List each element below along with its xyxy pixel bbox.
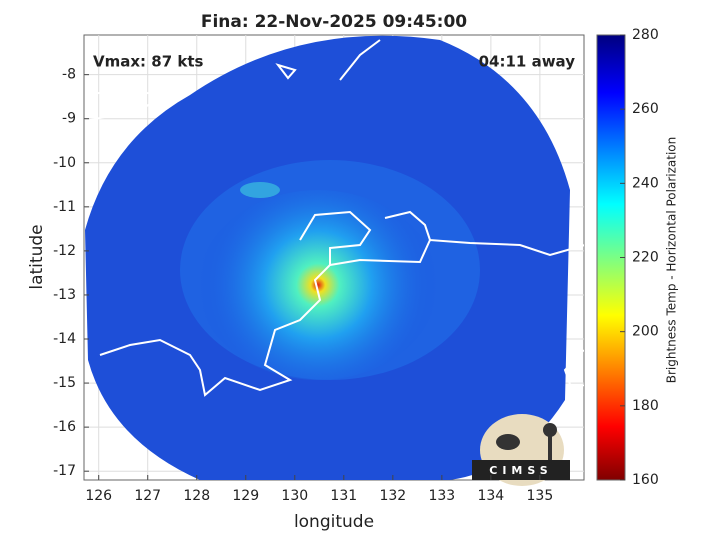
x-tick-label: 127 xyxy=(134,488,161,504)
x-tick-label: 129 xyxy=(232,488,259,504)
x-tick-label: 131 xyxy=(330,488,357,504)
y-tick-label: -11 xyxy=(53,199,76,215)
colorbar-tick-label: 280 xyxy=(632,27,659,43)
colorbar-tick-label: 180 xyxy=(632,398,659,414)
y-tick-label: -9 xyxy=(62,111,76,127)
colorbar-tick-label: 260 xyxy=(632,101,659,117)
y-tick-label: -10 xyxy=(53,155,76,171)
y-axis-label: latitude xyxy=(27,224,47,289)
colorbar-tick-label: 220 xyxy=(632,250,659,266)
colorbar-tick-label: 200 xyxy=(632,324,659,340)
colorbar-tick-label: 240 xyxy=(632,175,659,191)
annotation: 04:11 away xyxy=(479,53,576,71)
y-tick-label: -14 xyxy=(53,331,76,347)
satellite-swath xyxy=(84,35,584,480)
logo-text: CIMSS xyxy=(489,464,552,477)
chart-title: Fina: 22-Nov-2025 09:45:00 xyxy=(201,12,467,32)
x-tick-label: 128 xyxy=(183,488,210,504)
x-tick-label: 133 xyxy=(428,488,455,504)
x-tick-label: 135 xyxy=(527,488,554,504)
y-tick-label: -15 xyxy=(53,375,76,391)
x-tick-label: 126 xyxy=(85,488,112,504)
y-tick-label: -16 xyxy=(53,419,76,435)
x-axis-label: longitude xyxy=(294,512,374,532)
colorbar-label: Brightness Temp - Horizontal Polarizatio… xyxy=(665,137,679,384)
logo: CIMSS xyxy=(472,414,570,486)
coastline xyxy=(84,39,584,397)
y-tick-label: -12 xyxy=(53,243,76,259)
x-tick-label: 132 xyxy=(379,488,406,504)
colorbar-tick-label: 160 xyxy=(632,472,659,488)
x-tick-label: 130 xyxy=(281,488,308,504)
x-tick-label: 134 xyxy=(477,488,504,504)
y-tick-label: -17 xyxy=(53,463,76,479)
y-tick-label: -8 xyxy=(62,67,76,83)
annotation: Vmax: 87 kts xyxy=(93,53,203,71)
y-tick-label: -13 xyxy=(53,287,76,303)
